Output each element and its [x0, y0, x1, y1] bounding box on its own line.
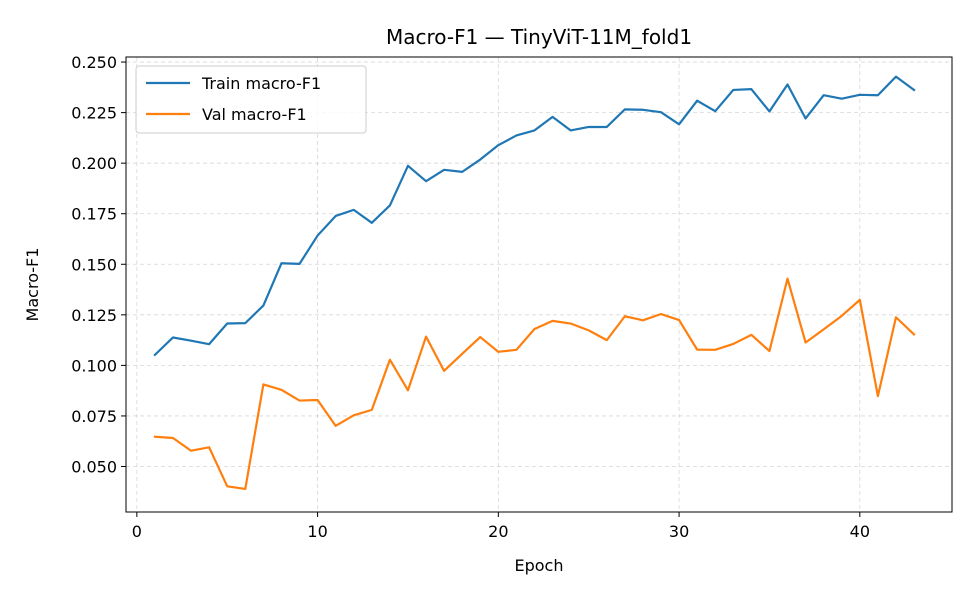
x-tick-label: 40 — [850, 522, 870, 541]
y-tick-label: 0.125 — [71, 306, 117, 325]
legend-label-val: Val macro-F1 — [202, 105, 307, 124]
y-tick-label: 0.100 — [71, 356, 117, 375]
chart-title: Macro-F1 — TinyViT-11M_fold1 — [386, 25, 692, 49]
x-tick-label: 30 — [669, 522, 689, 541]
legend: Train macro-F1 Val macro-F1 — [135, 65, 367, 134]
val-macro-f1-line — [153, 277, 916, 491]
y-tick-label: 0.150 — [71, 255, 117, 274]
y-axis-label: Macro-F1 — [23, 248, 42, 322]
x-tick-label: 10 — [307, 522, 327, 541]
train-macro-f1-line — [153, 75, 916, 357]
y-tick-label: 0.075 — [71, 407, 117, 426]
grid-layer — [126, 57, 952, 512]
x-axis-label: Epoch — [515, 556, 564, 575]
y-tick-label: 0.225 — [71, 104, 117, 123]
series-layer — [153, 75, 916, 491]
legend-label-train: Train macro-F1 — [201, 74, 321, 93]
y-tick-label: 0.050 — [71, 458, 117, 477]
x-axis: 0 10 20 30 40 — [132, 512, 870, 541]
y-tick-label: 0.200 — [71, 154, 117, 173]
legend-box — [135, 65, 367, 134]
y-tick-label: 0.250 — [71, 53, 117, 72]
y-axis: 0.050 0.075 0.100 0.125 0.150 0.175 0.200 0.225… — [71, 53, 126, 477]
y-tick-label: 0.175 — [71, 205, 117, 224]
x-tick-label: 0 — [132, 522, 142, 541]
plot-frame — [125, 56, 953, 513]
x-tick-label: 20 — [488, 522, 508, 541]
